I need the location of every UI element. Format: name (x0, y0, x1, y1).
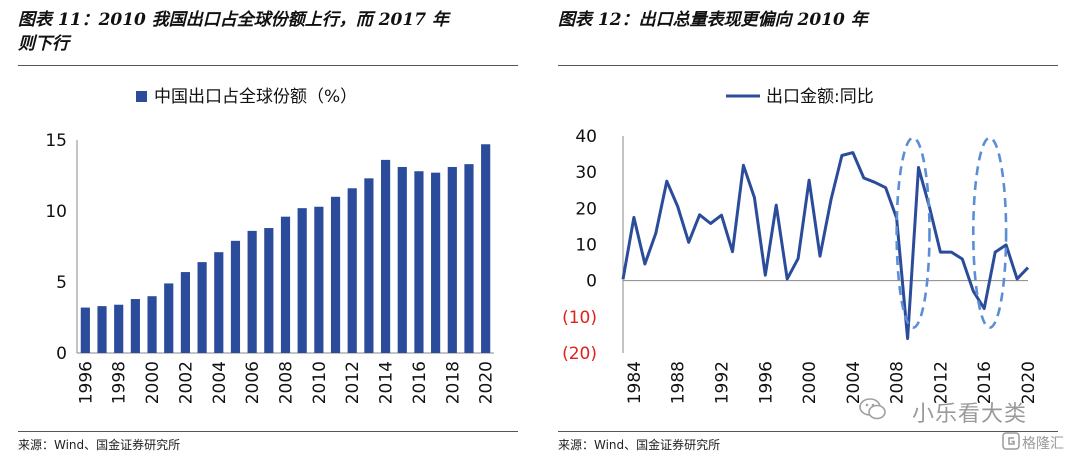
bar (414, 171, 424, 353)
right-source-note: 来源：Wind、国金证券研究所 (558, 438, 721, 452)
x-tick-label: 2008 (888, 361, 908, 404)
x-tick-label: 2012 (931, 361, 951, 404)
x-tick-label: 2004 (844, 361, 864, 404)
bar (380, 159, 391, 353)
bar (330, 196, 341, 353)
bar (97, 306, 107, 353)
left-panel-title: 图表 11：2010 我国出口占全球份额上行，而 2017 年 则下行 (18, 8, 449, 56)
bar (214, 252, 224, 353)
y-tick-label: 5 (56, 273, 67, 293)
x-tick-label: 1988 (669, 361, 689, 404)
y-tick-label: (20) (562, 344, 597, 364)
highlight-ellipse (971, 136, 1008, 329)
bar (164, 283, 174, 353)
x-tick-label: 2016 (975, 361, 995, 404)
y-tick-label: (10) (562, 308, 597, 328)
right-source-rule (558, 431, 1058, 432)
series-line (621, 151, 1030, 340)
y-tick-label: 10 (575, 236, 597, 256)
x-tick-label: 2014 (377, 361, 397, 404)
right-title-rule (558, 65, 1058, 66)
y-tick-label: 10 (45, 202, 67, 222)
legend-swatch (136, 91, 147, 102)
bar (197, 262, 207, 353)
bar (464, 164, 474, 353)
left-title-rule (18, 65, 518, 66)
x-tick-label: 1996 (756, 361, 776, 404)
bar (314, 206, 324, 353)
x-tick-label: 2018 (443, 361, 463, 404)
bar (481, 144, 491, 353)
x-tick-label: 2012 (343, 361, 363, 404)
legend-label: 中国出口占全球份额（%） (154, 87, 357, 107)
x-tick-label: 2016 (410, 361, 430, 404)
right-line-chart: 出口金额:同比 40 30 20 10 0 (10) (20) 1984 1988 1992 1996… (562, 87, 1039, 404)
x-tick-label: 2006 (243, 361, 263, 404)
bar (180, 272, 191, 353)
wechat-icon (859, 398, 886, 420)
x-tick-label: 2020 (1019, 361, 1039, 404)
x-tick-label: 1984 (625, 361, 645, 404)
y-tick-label: 0 (586, 272, 597, 292)
left-bar-chart: 中国出口占全球份额（%） 0 5 10 15 1996 1998 2000 2002 2004 20… (45, 87, 497, 404)
watermark-brand-text: 格隆汇 (1022, 436, 1064, 452)
x-tick-label: 2020 (477, 361, 497, 404)
x-tick-label: 1996 (76, 361, 96, 404)
x-tick-label: 2002 (176, 361, 196, 404)
bar (130, 299, 140, 353)
x-tick-label: 2010 (310, 361, 330, 404)
y-tick-label: 30 (575, 163, 597, 183)
bar (347, 188, 357, 353)
bar (114, 304, 124, 353)
bar (80, 307, 90, 353)
bar (364, 178, 374, 353)
right-panel-title: 图表 12：出口总量表现更偏向 2010 年 (558, 8, 868, 32)
x-tick-label: 2008 (277, 361, 297, 404)
highlight-ellipse (895, 136, 931, 329)
y-tick-label: 0 (56, 344, 67, 364)
y-tick-label: 20 (575, 199, 597, 219)
left-source-note: 来源：Wind、国金证券研究所 (18, 438, 181, 452)
x-tick-label: 2004 (210, 361, 230, 404)
bar (431, 172, 441, 353)
legend-label: 出口金额:同比 (766, 87, 874, 107)
bar (147, 296, 157, 353)
bar (230, 240, 241, 353)
left-source-rule (18, 431, 518, 432)
y-tick-label: 40 (575, 127, 597, 147)
x-tick-label: 2000 (800, 361, 820, 404)
bar (297, 208, 307, 353)
x-tick-label: 2000 (143, 361, 163, 404)
bar (447, 166, 457, 353)
left-title-line1: 图表 11：2010 我国出口占全球份额上行，而 2017 年 (18, 10, 449, 30)
x-tick-label: 1992 (713, 361, 733, 404)
left-title-line2: 则下行 (18, 34, 69, 54)
right-title-line1: 图表 12：出口总量表现更偏向 2010 年 (558, 10, 868, 30)
watermark-wechat-text: 小乐看大类 (912, 402, 1028, 427)
bar (247, 230, 257, 353)
x-tick-label: 1998 (110, 361, 130, 404)
bar (280, 216, 291, 353)
brand-logo-icon (1002, 432, 1020, 450)
y-tick-label: 15 (45, 131, 67, 151)
bar (397, 166, 407, 353)
bar (264, 228, 274, 353)
